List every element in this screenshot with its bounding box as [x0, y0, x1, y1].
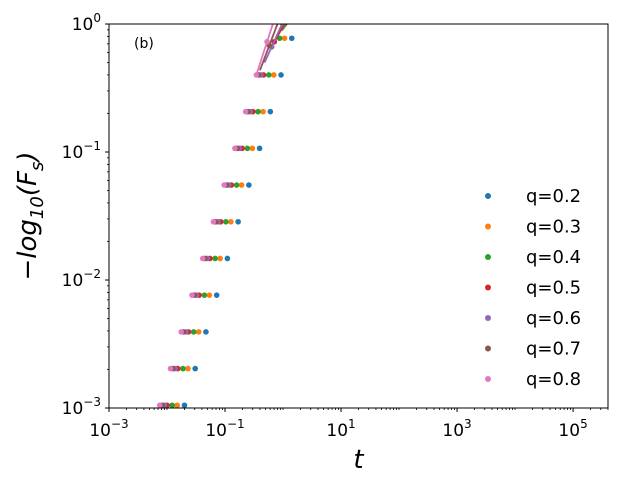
data-point	[233, 182, 240, 188]
x-axis-label: t	[353, 445, 364, 475]
data-point	[256, 145, 263, 152]
data-point	[242, 108, 249, 115]
legend-label: q=0.8	[526, 369, 581, 390]
x-tick-label: 10−3	[89, 417, 128, 441]
x-tick-label: 101	[326, 417, 355, 441]
legend-marker	[485, 315, 491, 321]
series-q=0.2	[181, 24, 305, 408]
legend-label: q=0.4	[526, 247, 581, 268]
data-point	[281, 35, 288, 42]
legend-marker	[485, 193, 491, 199]
data-point	[228, 218, 234, 225]
series-q=0.8	[156, 24, 274, 408]
legend-label: q=0.3	[526, 217, 581, 238]
data-point	[221, 182, 227, 188]
data-point	[189, 292, 195, 298]
legend-marker	[485, 284, 491, 291]
legend-marker	[485, 254, 491, 260]
data-point	[266, 72, 272, 78]
data-point	[203, 329, 209, 335]
data-point	[223, 218, 229, 225]
data-point	[174, 402, 181, 408]
data-point	[180, 365, 186, 372]
chart-marks	[156, 24, 305, 408]
data-point	[217, 255, 223, 262]
series-q=0.7	[159, 24, 279, 408]
data-point	[190, 329, 197, 335]
data-point	[238, 182, 245, 188]
data-point	[181, 402, 188, 408]
data-point	[264, 38, 270, 45]
data-point	[224, 255, 231, 262]
data-point	[178, 329, 185, 335]
y-axis-label: −log10(Fs)	[13, 152, 48, 281]
data-point	[199, 255, 206, 262]
data-point	[232, 145, 238, 152]
data-point	[167, 365, 174, 372]
data-point	[212, 255, 218, 262]
legend-label: q=0.2	[526, 186, 581, 207]
legend-marker	[485, 223, 491, 230]
data-point	[192, 365, 199, 372]
y-tick-label: 10−1	[62, 139, 101, 163]
data-point	[271, 72, 277, 78]
legend-label: q=0.5	[526, 278, 581, 299]
data-point	[235, 218, 241, 225]
legend-label: q=0.6	[526, 308, 581, 329]
data-point	[185, 365, 191, 372]
y-tick-label: 10−2	[62, 267, 101, 291]
y-tick-label: 100	[72, 11, 101, 35]
fit-line	[259, 24, 279, 71]
series-q=0.3	[174, 35, 288, 408]
data-point	[201, 292, 208, 298]
series-q=0.4	[169, 24, 288, 408]
data-point	[206, 292, 213, 298]
data-point	[279, 24, 286, 27]
data-point	[249, 145, 256, 152]
panel-label: (b)	[134, 36, 154, 52]
data-point	[156, 402, 163, 408]
fit-line	[255, 24, 274, 75]
legend-label: q=0.7	[526, 339, 581, 360]
data-point	[244, 145, 251, 152]
data-point	[267, 108, 274, 115]
data-point	[278, 72, 284, 78]
fit-line	[281, 24, 288, 32]
data-point	[253, 72, 260, 78]
series-q=0.5	[164, 24, 288, 408]
x-tick-label: 103	[442, 417, 471, 441]
data-point	[210, 218, 217, 225]
data-point	[288, 35, 295, 42]
data-point	[195, 329, 202, 335]
data-point	[169, 402, 176, 408]
legend-marker	[485, 345, 491, 352]
data-point	[255, 108, 261, 115]
legend-marker	[485, 376, 491, 382]
data-point	[260, 108, 266, 115]
x-tick-label: 105	[558, 417, 587, 441]
legend: q=0.2 q=0.3 q=0.4 q=0.5 q=0.6 q=0.7 q=0.8	[485, 186, 581, 390]
x-tick-label: 10−1	[205, 417, 244, 441]
y-tick-label: 10−3	[62, 395, 101, 419]
data-point	[246, 182, 252, 188]
axis-ticks: 10−3 10−1 101 103 105 10−3 10−2 10−1 100	[62, 11, 609, 441]
data-point	[213, 292, 220, 298]
